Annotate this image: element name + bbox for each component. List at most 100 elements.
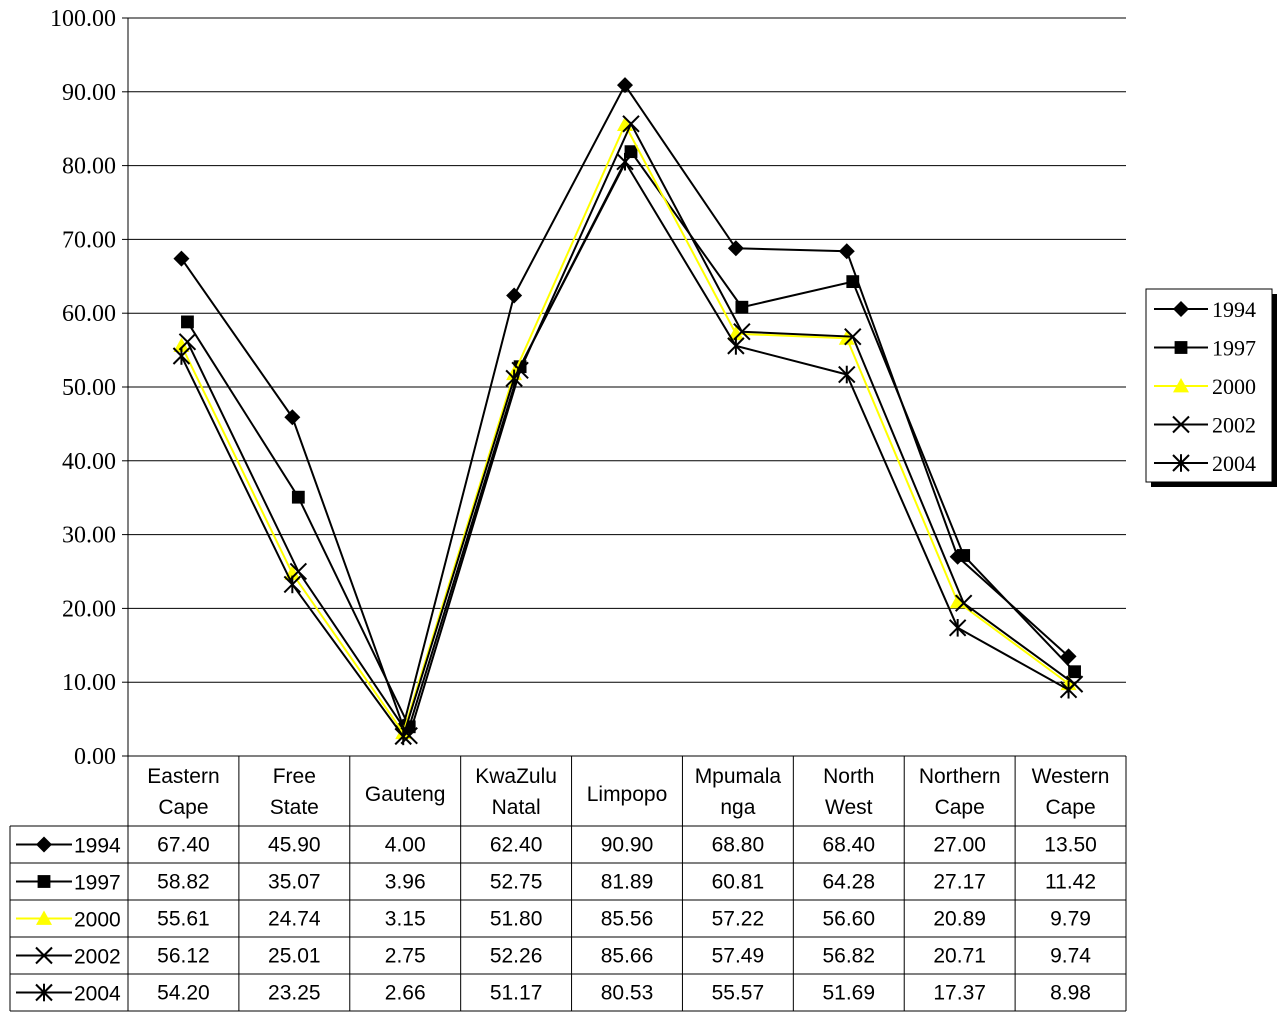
category-label: Limpopo	[587, 783, 668, 806]
data-point	[948, 619, 967, 637]
series-1997	[181, 145, 1081, 734]
table-cell: 81.89	[601, 871, 654, 894]
table-cell: 2.75	[385, 945, 426, 968]
table-cell: 67.40	[157, 834, 210, 857]
legend-entry-2002: 2002	[1154, 413, 1256, 438]
data-point	[954, 594, 973, 612]
series-line-2002	[186, 121, 1076, 739]
table-cell: 56.12	[157, 945, 210, 968]
data-point	[173, 250, 190, 267]
data-point	[957, 549, 971, 562]
table-cell: 17.37	[933, 982, 986, 1005]
data-point	[291, 490, 305, 504]
category-label: West	[825, 796, 873, 819]
row-key-marker	[35, 983, 53, 1002]
table-cell: 54.20	[157, 982, 210, 1005]
row-label: 1997	[74, 872, 121, 895]
table-row: 2002 56.12 25.01 2.75 52.26 85.66 57.49 56.82 20…	[16, 945, 1091, 969]
plot-area	[172, 77, 1084, 746]
table-cell: 51.80	[490, 908, 543, 931]
data-point	[181, 315, 194, 329]
table-cell: 51.69	[822, 982, 875, 1005]
data-point	[622, 115, 640, 133]
series-2004	[172, 152, 1078, 746]
table-cell: 2.66	[385, 982, 426, 1005]
table-cell: 24.74	[268, 908, 321, 931]
legend-entry-2004: 2004	[1154, 451, 1256, 476]
legend-key-marker	[1173, 378, 1189, 393]
data-point	[505, 369, 523, 388]
data-point	[1059, 680, 1078, 699]
legend-key-marker	[1174, 341, 1188, 354]
y-tick-label: 0.00	[74, 744, 116, 770]
table-cell: 56.82	[822, 945, 875, 968]
table-cell: 4.00	[385, 834, 426, 857]
table-cell: 90.90	[601, 834, 654, 857]
table-cell: 85.66	[601, 945, 654, 968]
table-cell: 20.71	[933, 945, 986, 968]
table-cell: 9.74	[1050, 945, 1091, 968]
table-cell: 60.81	[712, 871, 765, 894]
legend-key-marker	[1172, 415, 1190, 434]
y-tick-label: 30.00	[62, 523, 116, 549]
y-tick-label: 10.00	[62, 670, 116, 696]
data-point	[616, 152, 634, 171]
table-cell: 3.15	[385, 908, 426, 931]
table-cell: 9.79	[1050, 908, 1091, 931]
legend-entry-2000: 2000	[1154, 374, 1256, 399]
data-point	[727, 240, 744, 257]
category-label: Gauteng	[365, 783, 446, 806]
data-point	[838, 330, 855, 345]
legend-label: 2002	[1212, 413, 1256, 438]
table-row: 2000 55.61 24.74 3.15 51.80 85.56 57.22 56.60 20…	[16, 908, 1091, 932]
table-cell: 35.07	[268, 871, 321, 894]
table-cell: 68.80	[712, 834, 765, 857]
category-label: nga	[720, 796, 755, 819]
table-cell: 8.98	[1050, 982, 1091, 1005]
data-point	[727, 337, 745, 355]
data-point	[838, 365, 856, 384]
table-cell: 11.42	[1045, 871, 1096, 894]
table-cell: 57.22	[712, 908, 765, 931]
row-label: 1994	[74, 835, 121, 858]
table-cell: 45.90	[268, 834, 321, 857]
data-point	[178, 333, 197, 351]
legend-label: 2000	[1212, 374, 1256, 399]
table-cell: 52.26	[490, 945, 543, 968]
category-label: Cape	[935, 796, 985, 819]
category-label: State	[270, 796, 319, 819]
legend-entry-1994: 1994	[1154, 297, 1256, 322]
table-cell: 62.40	[490, 834, 543, 857]
table-cell: 25.01	[268, 945, 321, 968]
y-tick-label: 60.00	[62, 301, 116, 327]
data-point	[617, 77, 633, 94]
series-line-1994	[180, 83, 1070, 730]
table-cell: 27.17	[933, 871, 986, 894]
category-label: Free	[273, 765, 316, 788]
table-cell: 27.00	[933, 834, 986, 857]
category-label: Natal	[492, 796, 541, 819]
legend-key-marker	[1172, 454, 1190, 472]
gridlines	[128, 17, 1126, 683]
row-key-marker	[37, 875, 51, 888]
data-point	[173, 337, 190, 352]
series-1994	[173, 77, 1077, 735]
y-axis: 0.00 10.00 20.00 30.00 40.00 50.00 60.00 70.00 8…	[50, 6, 129, 770]
category-label: Western	[1032, 765, 1110, 788]
row-label: 2004	[74, 983, 121, 1006]
table-cell: 56.60	[822, 908, 875, 931]
data-point	[506, 287, 523, 304]
y-tick-label: 100.00	[50, 6, 116, 32]
y-tick-label: 50.00	[62, 375, 116, 401]
legend-key-marker	[1173, 301, 1189, 317]
series-line-1997	[186, 149, 1076, 730]
data-point	[846, 275, 860, 289]
data-point	[283, 575, 302, 594]
data-point	[727, 325, 744, 341]
data-point	[735, 300, 749, 314]
data-point	[1068, 665, 1081, 679]
category-label: Cape	[158, 796, 208, 819]
legend: 1994 1997 2000 2002 2004	[1145, 288, 1277, 487]
table-cell: 55.57	[712, 982, 765, 1005]
table-row: 1994 67.40 45.90 4.00 62.40 90.90 68.80 68.40 27…	[16, 834, 1097, 858]
